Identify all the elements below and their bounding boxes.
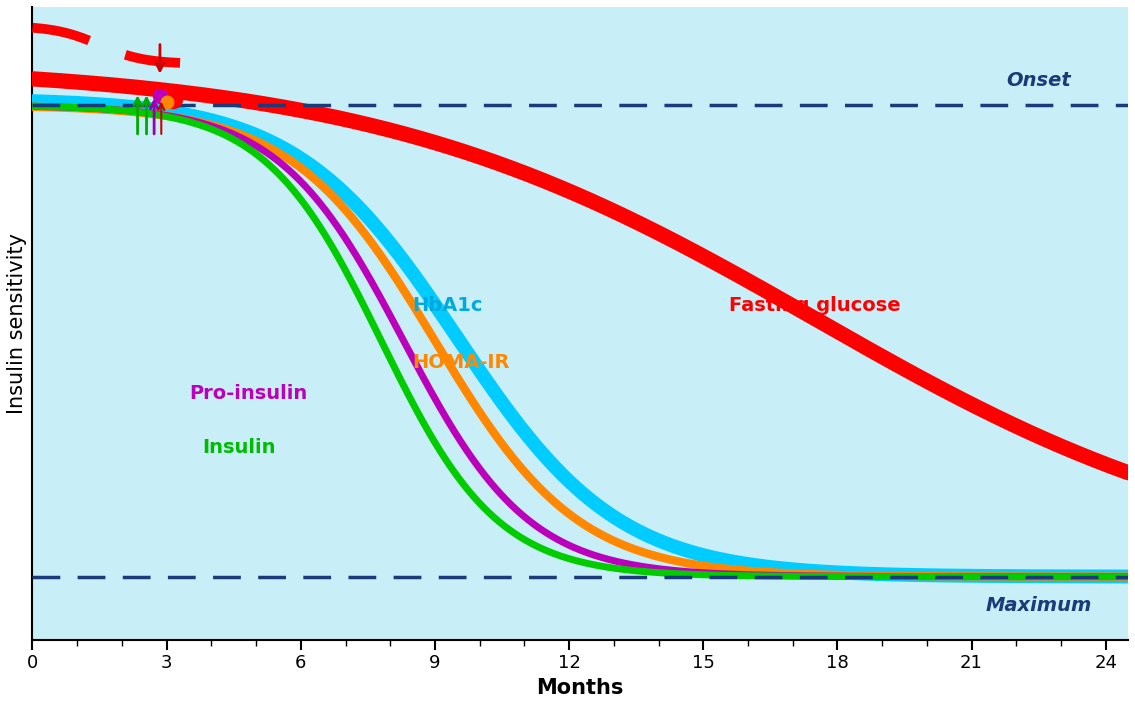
Text: Onset: Onset (1007, 71, 1071, 90)
Text: Fasting glucose: Fasting glucose (729, 296, 901, 314)
Text: HbA1c: HbA1c (413, 296, 484, 314)
Text: HOMA-IR: HOMA-IR (413, 352, 510, 372)
X-axis label: Months: Months (537, 678, 624, 698)
Text: Insulin: Insulin (202, 439, 276, 457)
Y-axis label: Insulin sensitivity: Insulin sensitivity (7, 233, 27, 414)
Text: Pro-insulin: Pro-insulin (190, 384, 308, 403)
Text: Maximum: Maximum (985, 596, 1092, 615)
